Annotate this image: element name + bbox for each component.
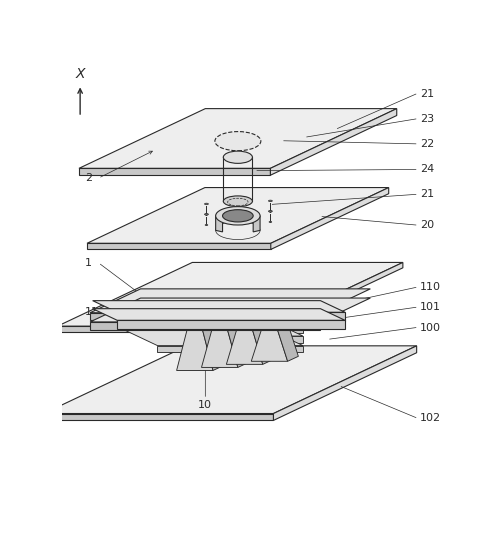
Ellipse shape [205, 203, 208, 205]
Polygon shape [93, 301, 345, 312]
Polygon shape [122, 329, 303, 346]
Polygon shape [158, 346, 303, 353]
Ellipse shape [269, 221, 272, 223]
Text: 1: 1 [85, 257, 92, 268]
Text: 2: 2 [85, 173, 92, 184]
Polygon shape [201, 319, 224, 370]
Polygon shape [87, 243, 271, 249]
Ellipse shape [222, 210, 253, 222]
Polygon shape [87, 188, 389, 243]
Ellipse shape [205, 213, 208, 215]
Polygon shape [44, 346, 416, 414]
Text: 24: 24 [420, 164, 434, 174]
Polygon shape [79, 109, 397, 169]
Polygon shape [253, 216, 260, 232]
Text: 23: 23 [420, 114, 434, 124]
Polygon shape [90, 289, 371, 313]
Ellipse shape [223, 196, 252, 207]
Polygon shape [226, 325, 263, 364]
Polygon shape [216, 216, 222, 232]
Polygon shape [57, 326, 268, 332]
Polygon shape [271, 188, 389, 249]
Ellipse shape [223, 151, 252, 163]
Ellipse shape [205, 214, 208, 215]
Polygon shape [158, 336, 303, 343]
Text: 21: 21 [420, 89, 434, 99]
Polygon shape [44, 414, 274, 421]
Polygon shape [274, 346, 416, 421]
Polygon shape [90, 313, 320, 320]
Text: 20: 20 [420, 220, 434, 230]
Text: 110: 110 [420, 282, 441, 293]
Polygon shape [79, 169, 270, 175]
Ellipse shape [205, 224, 208, 226]
Ellipse shape [216, 207, 260, 225]
Polygon shape [268, 263, 403, 332]
Text: 10: 10 [198, 400, 212, 410]
Polygon shape [57, 263, 403, 326]
Polygon shape [93, 309, 345, 320]
Polygon shape [177, 325, 213, 370]
Text: 102: 102 [420, 412, 441, 423]
Ellipse shape [269, 200, 272, 202]
Polygon shape [158, 326, 303, 333]
Polygon shape [90, 322, 320, 330]
Ellipse shape [269, 211, 272, 212]
Text: 101: 101 [420, 302, 441, 312]
Ellipse shape [269, 210, 272, 212]
Polygon shape [251, 319, 274, 364]
Polygon shape [117, 320, 345, 328]
Text: 22: 22 [420, 139, 434, 149]
Text: 11: 11 [85, 307, 99, 317]
Polygon shape [122, 310, 303, 326]
Text: 21: 21 [420, 189, 434, 200]
Text: X: X [76, 67, 85, 81]
Polygon shape [90, 298, 371, 322]
Polygon shape [276, 319, 298, 361]
Ellipse shape [215, 132, 261, 151]
Polygon shape [117, 312, 345, 320]
Polygon shape [202, 325, 238, 368]
Polygon shape [251, 325, 288, 361]
Polygon shape [122, 319, 303, 336]
Polygon shape [270, 109, 397, 175]
Polygon shape [226, 319, 248, 368]
Text: 100: 100 [420, 323, 441, 333]
